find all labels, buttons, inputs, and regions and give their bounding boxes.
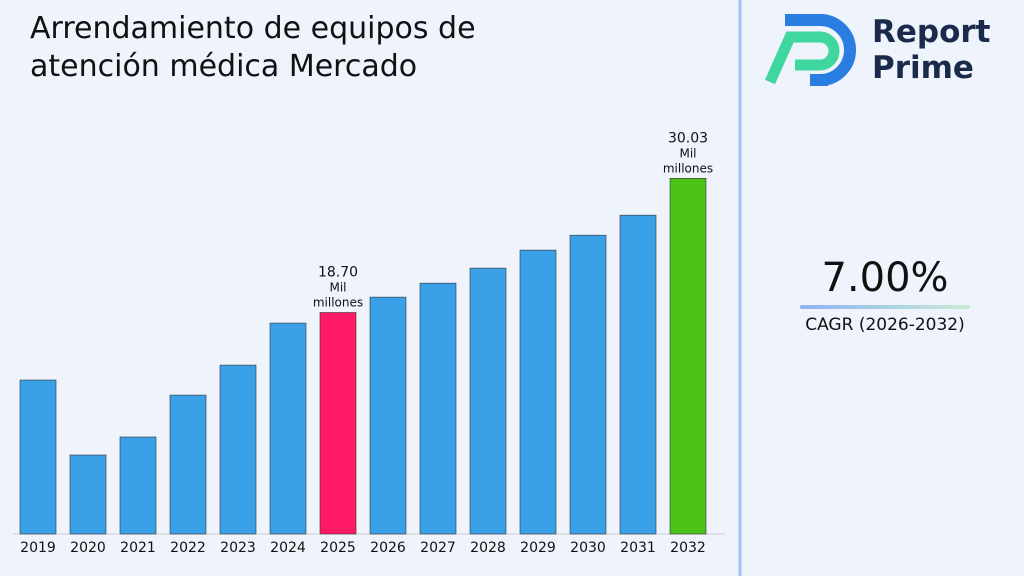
bar — [519, 249, 557, 535]
x-tick-label: 2025 — [320, 540, 356, 556]
bar — [19, 379, 57, 535]
bar — [319, 312, 357, 535]
x-tick-label: 2020 — [70, 540, 106, 556]
x-tick-label: 2030 — [570, 540, 606, 556]
chart-title: Arrendamiento de equipos de atención méd… — [30, 11, 476, 84]
brand-line: Prime — [872, 50, 974, 86]
bar — [419, 282, 457, 535]
x-tick-label: 2031 — [620, 540, 656, 556]
x-tick-label: 2022 — [170, 540, 206, 556]
bar — [469, 267, 507, 535]
bar — [669, 178, 707, 535]
bar — [219, 364, 257, 535]
kpi: 7.00% CAGR (2026-2032) — [770, 255, 1000, 335]
value-label: 18.70 Mil millones — [313, 265, 363, 310]
x-tick-label: 2027 — [420, 540, 456, 556]
x-tick-label: 2024 — [270, 540, 306, 556]
brand-line: Report — [872, 14, 991, 50]
bar — [369, 296, 407, 535]
value-label: 30.03 Mil millones — [663, 130, 713, 175]
x-tick-label: 2032 — [670, 540, 706, 556]
x-tick-label: 2028 — [470, 540, 506, 556]
bar — [569, 234, 607, 535]
kpi-label: CAGR (2026-2032) — [805, 315, 965, 335]
logo — [764, 14, 856, 86]
x-tick-label: 2029 — [520, 540, 556, 556]
x-tick-label: 2021 — [120, 540, 156, 556]
bar — [69, 454, 107, 535]
brand: Report Prime — [872, 14, 991, 86]
kpi-underline — [800, 305, 970, 309]
bar — [619, 214, 657, 535]
bar — [169, 394, 207, 535]
x-tick-label: 2023 — [220, 540, 256, 556]
x-tick-label: 2026 — [370, 540, 406, 556]
kpi-value: 7.00% — [821, 255, 949, 301]
x-tick-label: 2019 — [20, 540, 56, 556]
bar — [119, 436, 157, 535]
bar — [269, 322, 307, 535]
